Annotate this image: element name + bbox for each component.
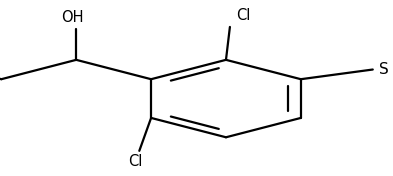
Text: Cl: Cl bbox=[128, 154, 143, 169]
Text: OH: OH bbox=[61, 10, 84, 25]
Text: S: S bbox=[379, 62, 388, 77]
Text: Cl: Cl bbox=[236, 8, 250, 23]
